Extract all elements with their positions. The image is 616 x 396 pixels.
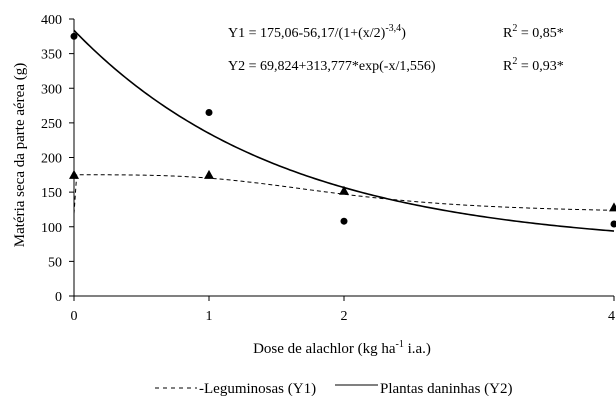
point-y2-circle bbox=[340, 217, 348, 225]
y-tick-label: 300 bbox=[41, 82, 62, 97]
legend-label-y1: -Leguminosas (Y1) bbox=[199, 381, 316, 396]
axes: 0 50 100 150 200 250 300 350 400 0 1 2 4 bbox=[41, 13, 615, 324]
point-y2-circle bbox=[205, 108, 213, 116]
fit-curve-y1 bbox=[73, 174, 615, 214]
y-tick-label: 50 bbox=[48, 255, 62, 270]
equation-y1: Y1 = 175,06-56,17/(1+(x/2)-3,4) bbox=[228, 23, 406, 41]
x-tick-label: 1 bbox=[206, 309, 213, 324]
x-tick-label: 2 bbox=[341, 309, 348, 324]
legend: -Leguminosas (Y1) Plantas daninhas (Y2) bbox=[155, 381, 512, 396]
y-tick-label: 200 bbox=[41, 152, 62, 167]
y-tick-label: 0 bbox=[55, 290, 62, 305]
x-tick-label: 0 bbox=[71, 309, 78, 324]
y-tick-label: 100 bbox=[41, 221, 62, 236]
equation-y2: Y2 = 69,824+313,777*exp(-x/1,556) bbox=[228, 59, 436, 74]
y-tick-label: 250 bbox=[41, 117, 62, 132]
point-y1-triangle bbox=[609, 202, 616, 212]
r-squared-y1: R2 = 0,85* bbox=[503, 23, 564, 41]
y-tick-label: 400 bbox=[41, 13, 62, 28]
point-y1-triangle bbox=[339, 185, 349, 195]
point-y1-triangle bbox=[69, 169, 79, 179]
point-y1-triangle bbox=[204, 169, 214, 179]
x-axis-label: Dose de alachlor (kg ha-1 i.a.) bbox=[253, 339, 431, 357]
legend-label-y2: Plantas daninhas (Y2) bbox=[380, 381, 512, 396]
data-points bbox=[69, 32, 616, 228]
x-tick-label: 4 bbox=[608, 309, 615, 324]
point-y2-circle bbox=[70, 32, 78, 40]
y-axis-label: Matéria seca da parte aérea (g) bbox=[12, 63, 28, 247]
point-y2-circle bbox=[610, 220, 616, 228]
r-squared-y2: R2 = 0,93* bbox=[503, 56, 564, 74]
y-tick-label: 150 bbox=[41, 186, 62, 201]
y-tick-label: 350 bbox=[41, 48, 62, 63]
